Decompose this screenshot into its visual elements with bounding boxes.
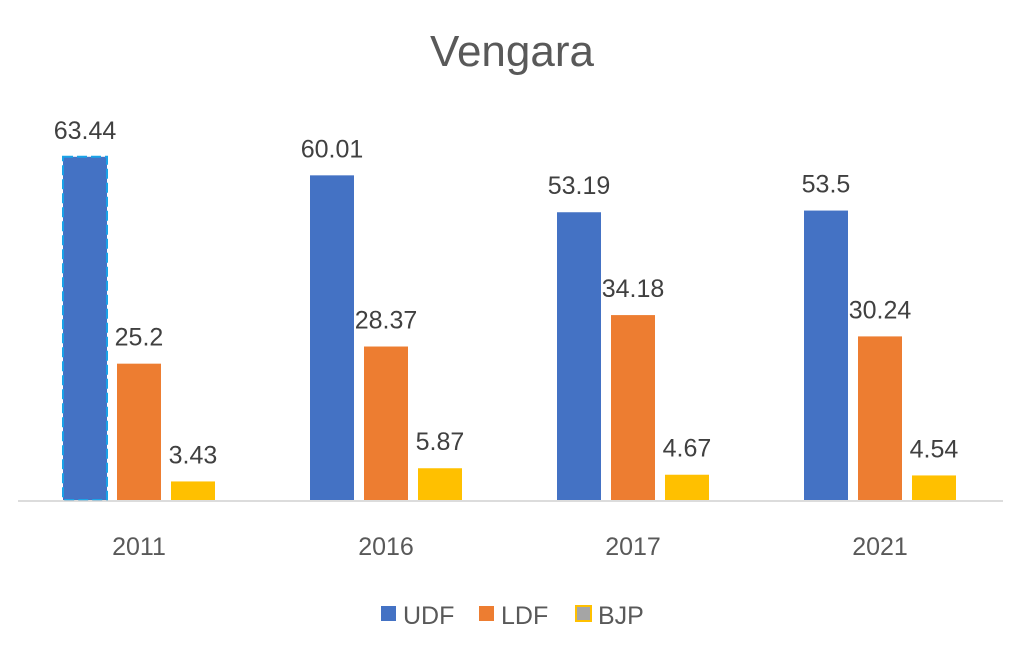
data-label-bjp-2011: 3.43 [169, 441, 218, 469]
data-label-udf-2011: 63.44 [54, 117, 117, 145]
bar-udf-2016 [310, 175, 354, 501]
x-axis-ticks: 2011 2016 2017 2021 [112, 533, 908, 561]
legend-item-udf: UDF [381, 602, 454, 630]
data-label-bjp-2017: 4.67 [663, 435, 712, 463]
data-label-bjp-2021: 4.54 [910, 435, 959, 463]
legend: UDF LDF BJP [381, 602, 644, 630]
bar-bjp-2021 [912, 475, 956, 500]
bar-ldf-2016 [364, 346, 408, 500]
x-tick-label: 2017 [605, 533, 661, 561]
bar-bjp-2017 [665, 474, 709, 500]
x-tick-label: 2011 [112, 533, 166, 561]
data-label-udf-2021: 53.5 [802, 171, 851, 199]
legend-label: UDF [403, 602, 454, 630]
bar-udf-2011 [62, 155, 108, 501]
chart-title: Vengara [430, 27, 594, 76]
legend-swatch [381, 606, 396, 621]
bar-ldf-2021 [858, 336, 902, 500]
data-label-bjp-2016: 5.87 [416, 428, 465, 456]
data-label-udf-2017: 53.19 [548, 172, 611, 200]
x-tick-label: 2021 [852, 533, 908, 561]
bars-group: 63.44 25.2 3.43 60.01 28.37 5.87 53.19 34.18 4.6… [54, 117, 959, 501]
data-label-udf-2016: 60.01 [301, 135, 364, 163]
legend-swatch [575, 605, 592, 622]
bar-bjp-2016 [418, 468, 462, 500]
data-label-ldf-2011: 25.2 [115, 324, 164, 352]
data-label-ldf-2016: 28.37 [355, 307, 418, 335]
legend-label: LDF [501, 602, 548, 630]
bar-bjp-2011 [171, 481, 215, 500]
legend-item-bjp: BJP [575, 602, 644, 630]
legend-swatch [479, 606, 494, 621]
data-label-ldf-2017: 34.18 [602, 275, 665, 303]
legend-label: BJP [598, 602, 644, 630]
legend-item-ldf: LDF [479, 602, 548, 630]
x-tick-label: 2016 [358, 533, 414, 561]
bar-udf-2017 [557, 212, 601, 500]
bar-ldf-2011 [117, 363, 161, 500]
bar-udf-2021 [804, 210, 848, 500]
data-label-ldf-2021: 30.24 [849, 296, 912, 324]
bar-ldf-2017 [611, 315, 655, 500]
